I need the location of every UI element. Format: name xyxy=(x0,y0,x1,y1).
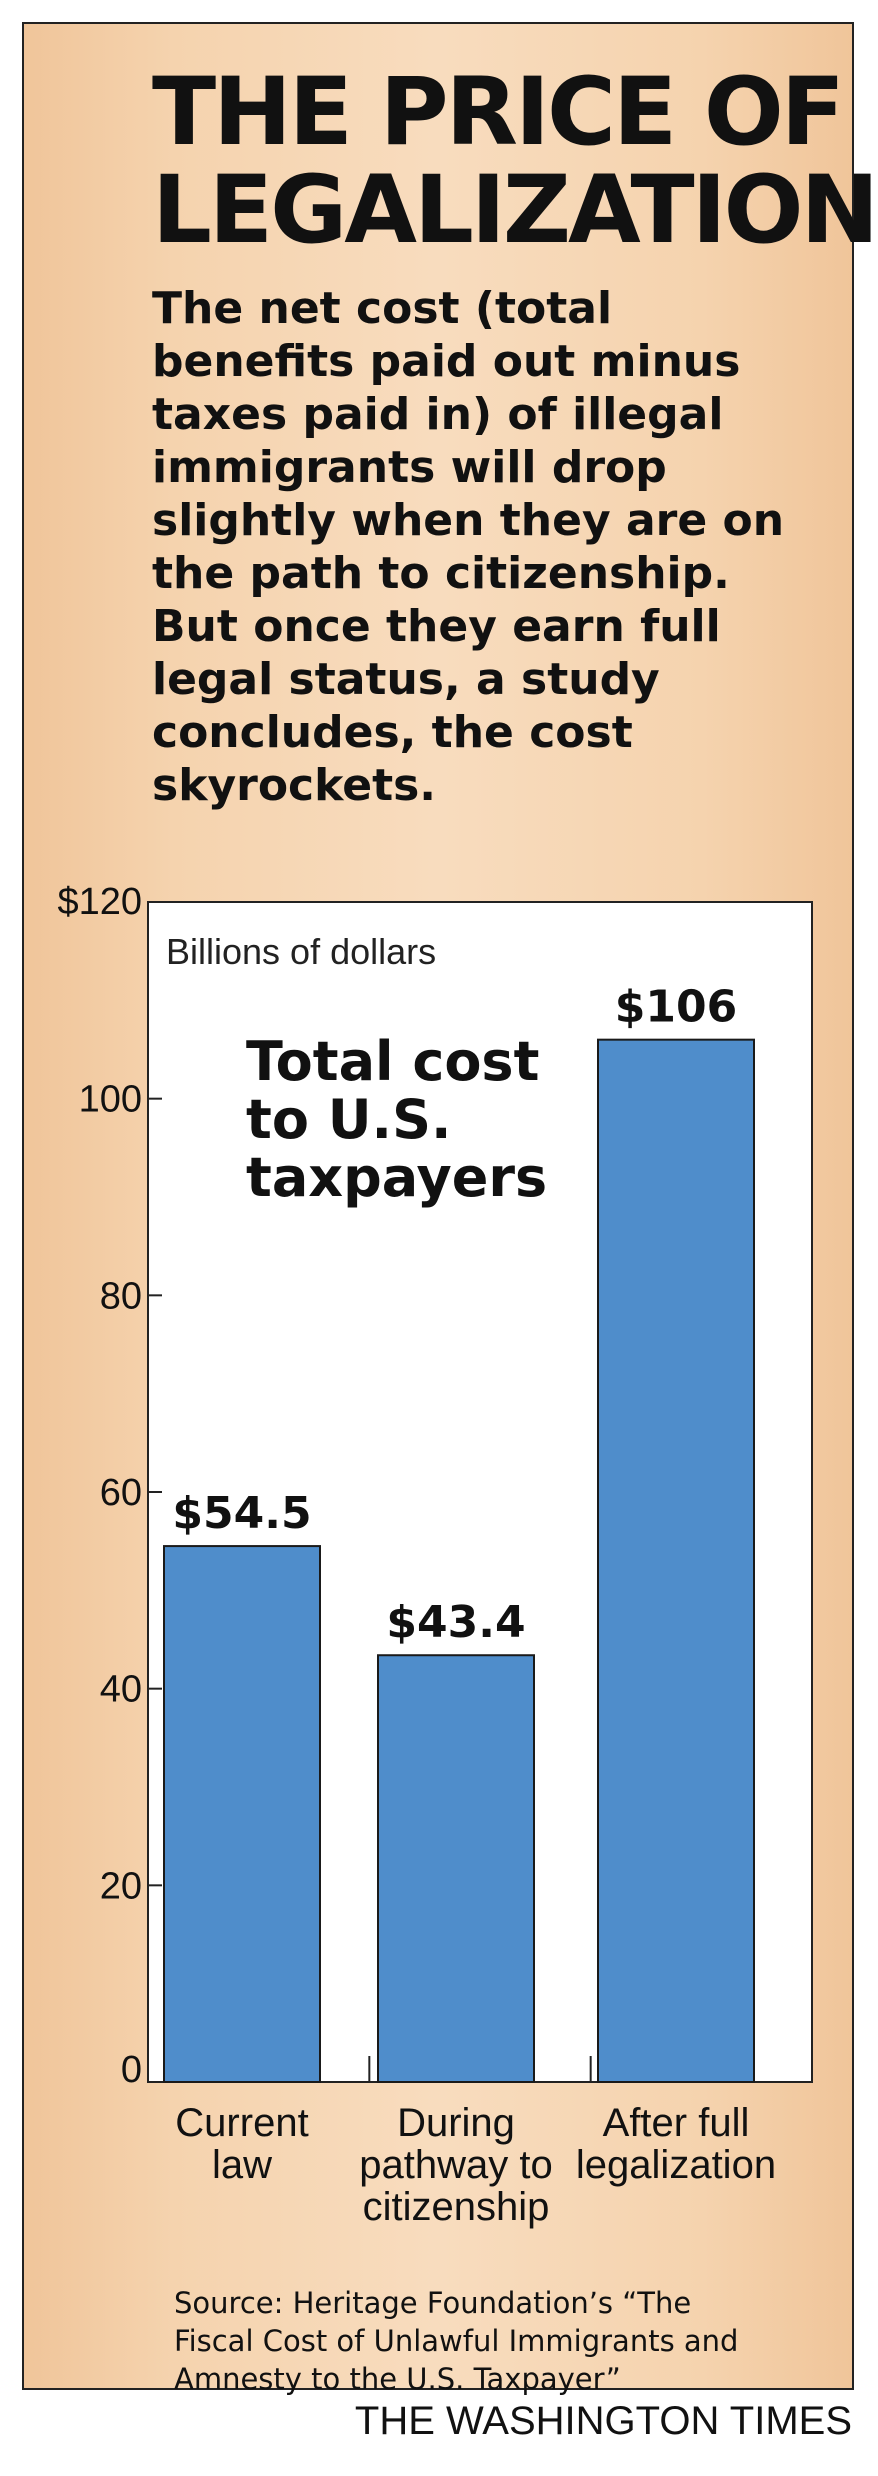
infographic-card: THE PRICE OF LEGALIZATION The net cost (… xyxy=(22,22,878,2396)
bar xyxy=(597,1038,755,2084)
category-label: pathway to xyxy=(359,2143,552,2187)
intro-line: slightly when they are on xyxy=(152,495,785,546)
y-tick-label: 40 xyxy=(100,1669,142,1711)
source-line: Source: Heritage Foundation’s “The xyxy=(174,2286,692,2320)
y-tick-label: 0 xyxy=(121,2049,142,2091)
intro-line: But once they earn full xyxy=(152,601,721,652)
headline: THE PRICE OF LEGALIZATION xyxy=(152,58,878,265)
bar xyxy=(377,1654,535,2083)
intro-line: The net cost (total xyxy=(152,283,613,334)
headline-line: LEGALIZATION xyxy=(152,156,878,265)
intro-line: skyrockets. xyxy=(152,760,437,811)
intro-line: legal status, a study xyxy=(152,654,660,705)
chart-title-line: Total cost xyxy=(246,1030,539,1093)
bar-value-label: $54.5 xyxy=(172,1488,311,1539)
headline-line: THE PRICE OF xyxy=(152,58,845,167)
chart-title-line: to U.S. xyxy=(246,1088,451,1151)
y-tick-label: 20 xyxy=(100,1865,142,1907)
intro-line: benefits paid out minus xyxy=(152,336,741,387)
source-note: Source: Heritage Foundation’s “The Fisca… xyxy=(174,2284,854,2398)
category-label: After full xyxy=(603,2101,750,2145)
chart-title-line: taxpayers xyxy=(246,1146,547,1209)
category-label: law xyxy=(212,2143,272,2187)
intro-text: The net cost (total benefits paid out mi… xyxy=(152,282,852,812)
category-label: citizenship xyxy=(363,2185,550,2229)
bar-value-label: $43.4 xyxy=(386,1597,525,1648)
intro-line: concludes, the cost xyxy=(152,707,633,758)
y-tick-label: 80 xyxy=(100,1275,142,1317)
units-label: Billions of dollars xyxy=(166,931,436,972)
source-line: Fiscal Cost of Unlawful Immigrants and xyxy=(174,2324,739,2358)
y-tick-label: $120 xyxy=(57,881,142,923)
bar xyxy=(163,1545,321,2084)
bar-value-label: $106 xyxy=(615,982,737,1033)
publisher-credit: THE WASHINGTON TIMES xyxy=(354,2399,852,2443)
y-tick-label: 60 xyxy=(100,1472,142,1514)
category-label: Current xyxy=(175,2101,308,2145)
intro-line: taxes paid in) of illegal xyxy=(152,389,724,440)
category-label: legalization xyxy=(576,2143,776,2187)
source-line: Amnesty to the U.S. Taxpayer” xyxy=(174,2362,621,2396)
y-tick-label: 100 xyxy=(79,1079,142,1121)
intro-line: immigrants will drop xyxy=(152,442,667,493)
category-label: During xyxy=(397,2101,515,2145)
intro-line: the path to citizenship. xyxy=(152,548,730,599)
